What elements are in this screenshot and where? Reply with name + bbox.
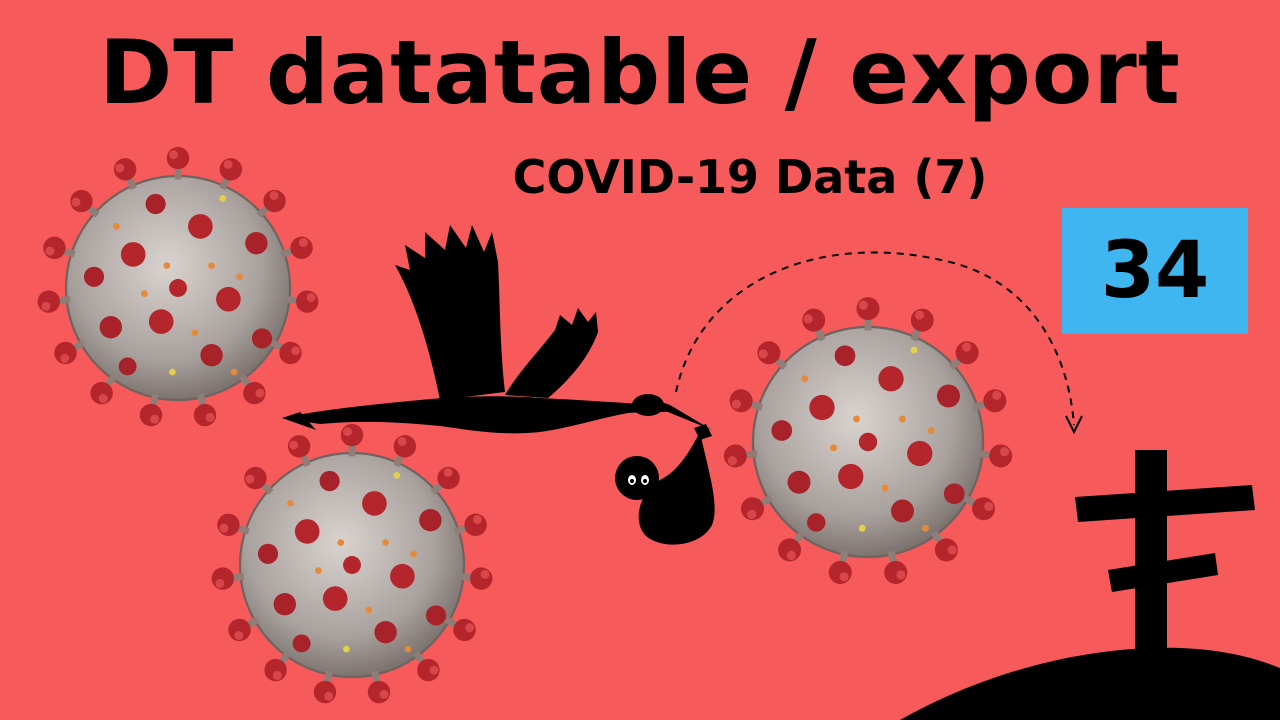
coronavirus-icon [723, 297, 1014, 586]
episode-badge: 34 [1062, 208, 1248, 334]
baby-bundle-icon [615, 424, 715, 545]
video-title: DT datatable / export [99, 21, 1181, 124]
grave-cross-icon [900, 450, 1280, 720]
episode-number: 34 [1100, 226, 1210, 316]
coronavirus-icon [36, 147, 319, 428]
coronavirus-icon [210, 424, 493, 705]
video-subtitle: COVID-19 Data (7) [512, 150, 988, 204]
stork-icon [282, 225, 712, 434]
